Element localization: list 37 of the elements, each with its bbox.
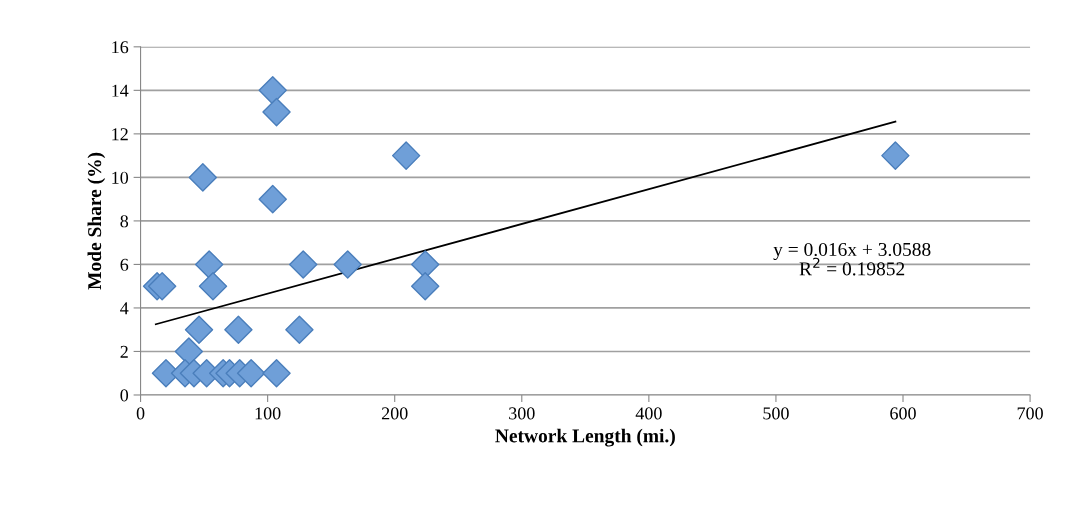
point — [236, 358, 266, 388]
point — [288, 250, 318, 279]
point — [224, 315, 253, 344]
point — [285, 315, 314, 344]
annotation: y = 0.016x + 3.0588 R$^{2}$ = 0.19852 — [773, 242, 931, 276]
y-tick-label: 0 — [120, 389, 129, 402]
y-tick-label: 10 — [112, 171, 129, 184]
point — [258, 184, 287, 214]
x-tick-label: 300 — [509, 407, 535, 420]
point — [188, 163, 218, 192]
x-tick-label: 0 — [136, 407, 145, 420]
point — [198, 271, 228, 301]
point — [391, 141, 421, 170]
x-tick-label: 500 — [763, 407, 789, 420]
point — [184, 315, 214, 344]
point — [194, 250, 224, 279]
y-tick-label: 4 — [120, 302, 129, 315]
point — [174, 337, 204, 366]
y-tick-label: 12 — [112, 128, 128, 141]
point — [262, 358, 291, 388]
point — [258, 76, 287, 105]
x-tick-label: 200 — [381, 407, 408, 420]
x-tick-label: 100 — [255, 407, 281, 420]
point — [333, 250, 362, 279]
point — [881, 141, 910, 170]
x-tick-label: 600 — [890, 407, 916, 420]
x-tick-label: 700 — [1017, 407, 1043, 420]
x-axis-title: Network Length (mi.) — [495, 428, 675, 447]
y-axis-title: Mode Share (%) — [87, 152, 106, 290]
y-tick-label: 2 — [120, 345, 128, 358]
point — [410, 271, 440, 301]
x-tick-label: 400 — [635, 407, 662, 420]
point — [262, 97, 291, 127]
y-tick-label: 14 — [112, 84, 129, 97]
y-tick-label: 16 — [112, 41, 129, 54]
y-tick-label: 8 — [120, 215, 129, 228]
y-tick-label: 6 — [120, 258, 129, 271]
